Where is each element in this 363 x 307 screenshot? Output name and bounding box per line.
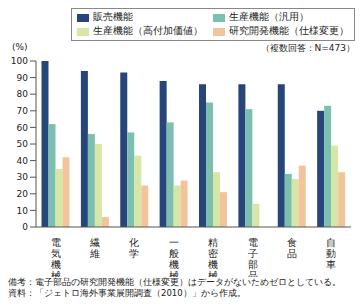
svg-text:精密機械: 精密機械 — [208, 237, 218, 277]
svg-text:電子部品: 電子部品 — [248, 237, 258, 277]
html-text:生産機能（高付加価値）: 生産機能（高付加価値） — [93, 25, 203, 36]
svg-text:一般機械: 一般機械 — [169, 237, 179, 277]
html-text:備考：電子部品の研究開発機能（仕様変更）はデータがないためゼ: 備考：電子部品の研究開発機能（仕様変更）はデータがないためゼロとしている。 — [8, 277, 341, 287]
html-text:資料：「ジェトロ海外事業展開調査（2010）」から作成。: 資料：「ジェトロ海外事業展開調査（2010）」から作成。 — [8, 288, 246, 298]
svg-text:自動車: 自動車 — [326, 237, 336, 270]
svg-text:80: 80 — [17, 89, 29, 99]
html-text:販売機能: 販売機能 — [93, 11, 133, 22]
html-text:生産機能（汎用）: 生産機能（汎用） — [229, 11, 309, 22]
svg-text:20: 20 — [17, 189, 29, 199]
html-text:研究開発機能（仕様変更）: 研究開発機能（仕様変更） — [229, 25, 349, 36]
svg-text:70: 70 — [17, 106, 29, 116]
svg-text:電気機械: 電気機械 — [51, 237, 61, 277]
svg-text:食品: 食品 — [287, 237, 297, 259]
html-text:（複数回答：N=473）: （複数回答：N=473） — [260, 43, 355, 53]
svg-text:50: 50 — [17, 139, 29, 149]
svg-text:100: 100 — [11, 56, 28, 66]
svg-text:10: 10 — [17, 206, 29, 216]
svg-text:60: 60 — [17, 123, 29, 133]
svg-text:30: 30 — [17, 172, 29, 182]
svg-text:0: 0 — [22, 222, 28, 232]
svg-text:40: 40 — [17, 156, 29, 166]
svg-text:90: 90 — [17, 73, 29, 83]
svg-text:化学: 化学 — [129, 237, 139, 259]
svg-text:繊維: 繊維 — [89, 237, 100, 259]
